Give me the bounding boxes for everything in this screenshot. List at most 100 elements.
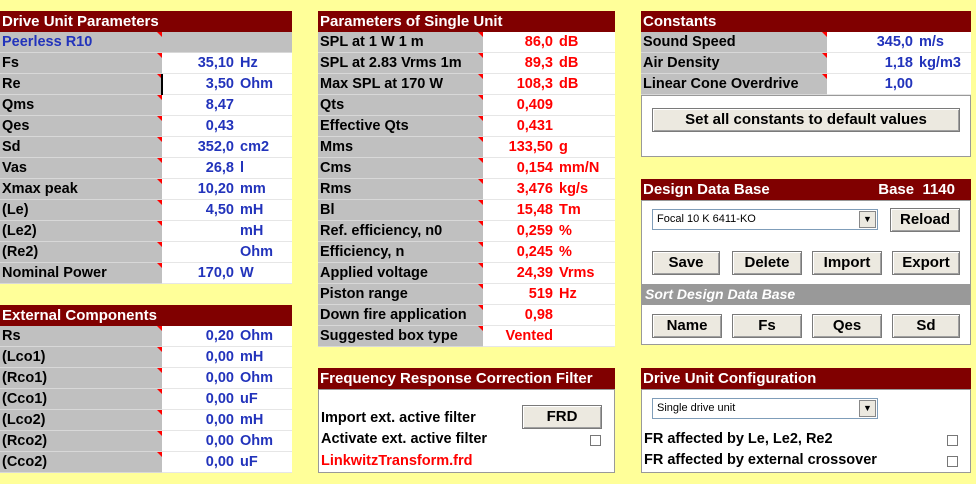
base-label: Base [878,181,915,198]
constant-value: 1,18 [884,55,913,71]
drive-param-row: Qes 0,43 [0,116,292,137]
single-param-value: 519 [528,286,553,302]
single-param-row: Qts 0,409 [318,95,615,116]
external-param-value: 0,00 [205,433,234,449]
configuration-select[interactable]: Single drive unit ▼ [652,398,878,419]
freq-filter-title: Frequency Response Correction Filter [320,370,593,387]
drive-param-label: Sd [0,137,162,158]
drive-param-value: 4,50 [205,202,234,218]
single-param-value-cell: 0,431 [483,116,615,137]
external-param-unit: mH [240,412,264,428]
drive-param-value [162,221,234,241]
single-param-label: Efficiency, n [318,242,483,263]
single-param-value-cell: 0,98 [483,305,615,326]
external-param-value-cell[interactable]: 0,20 Ohm [162,326,292,347]
drive-param-value-cell[interactable]: 3,50 Ohm [162,74,292,95]
sort-qes-button[interactable]: Qes [812,314,882,338]
external-components-panel: External Components Rs 0,20 Ohm (Lco1) 0,00 m… [0,305,292,473]
chevron-down-icon[interactable]: ▼ [859,211,876,228]
drive-param-value-cell[interactable]: Ohm [162,242,292,263]
single-param-value-cell: 108,3 dB [483,74,615,95]
external-param-row: (Rco2) 0,00 Ohm [0,431,292,452]
external-param-value-cell[interactable]: 0,00 Ohm [162,431,292,452]
save-button[interactable]: Save [652,251,720,275]
drive-param-label: (Le) [0,200,162,221]
drive-param-row: (Re2) Ohm [0,242,292,263]
single-param-unit: mm/N [559,160,600,176]
constant-value-cell[interactable]: 1,18 kg/m3 [827,53,971,74]
single-param-unit [553,326,559,346]
single-param-value-cell: 0,409 [483,95,615,116]
base-number: 1140 [922,181,955,198]
delete-button[interactable]: Delete [732,251,802,275]
fr-ext-checkbox[interactable] [947,456,958,467]
drive-param-unit: mH [240,223,264,239]
constant-value-cell[interactable]: 345,0 m/s [827,32,971,53]
drive-param-value-cell[interactable]: 170,0 W [162,263,292,284]
external-param-value-cell[interactable]: 0,00 mH [162,347,292,368]
drive-param-unit [234,116,240,136]
single-param-row: Suggested box type Vented [318,326,615,347]
external-param-value-cell[interactable]: 0,00 Ohm [162,368,292,389]
drive-param-row: Xmax peak 10,20 mm [0,179,292,200]
single-param-value: 133,50 [508,139,553,155]
single-param-unit [553,95,559,115]
drive-param-value-cell[interactable]: 0,43 [162,116,292,137]
sort-title: Sort Design Data Base [645,286,796,302]
sort-name-button[interactable]: Name [652,314,722,338]
chevron-down-icon[interactable]: ▼ [859,400,876,417]
constants-body: Set all constants to default values [641,95,971,157]
drive-param-value: 10,20 [197,181,234,197]
external-param-value-cell[interactable]: 0,00 mH [162,410,292,431]
drive-param-value-cell[interactable]: 352,0 cm2 [162,137,292,158]
external-param-value: 0,00 [205,391,234,407]
single-param-value: 3,476 [516,181,553,197]
drive-param-value: 170,0 [197,265,234,281]
sort-fs-button[interactable]: Fs [732,314,802,338]
drive-param-row: Qms 8,47 [0,95,292,116]
single-param-value-cell: 89,3 dB [483,53,615,74]
drive-param-value: 352,0 [197,139,234,155]
reload-button[interactable]: Reload [890,208,960,232]
constant-unit: m/s [919,34,944,50]
export-button[interactable]: Export [892,251,960,275]
single-param-value: 89,3 [524,55,553,71]
drive-param-value-cell[interactable]: 10,20 mm [162,179,292,200]
constant-value-cell[interactable]: 1,00 [827,74,971,95]
activate-filter-checkbox[interactable] [590,435,601,446]
external-param-label: (Rco2) [0,431,162,452]
external-param-value-cell[interactable]: 0,00 uF [162,452,292,473]
frd-button[interactable]: FRD [522,405,602,429]
single-param-row: Piston range 519 Hz [318,284,615,305]
database-select[interactable]: Focal 10 K 6411-KO ▼ [652,209,878,230]
external-param-unit: uF [240,391,258,407]
drive-param-value-cell[interactable]: 4,50 mH [162,200,292,221]
constants-title: Constants [643,13,717,30]
drive-param-value: 0,43 [205,118,234,134]
single-param-value-cell: 0,245% [483,242,615,263]
fr-le-checkbox[interactable] [947,435,958,446]
constant-label: Air Density [641,53,827,74]
drive-param-value-cell[interactable]: 26,8 l [162,158,292,179]
external-param-value-cell[interactable]: 0,00 uF [162,389,292,410]
constant-unit: kg/m3 [919,55,961,71]
external-param-row: (Lco2) 0,00 mH [0,410,292,431]
drive-param-value-cell[interactable]: mH [162,221,292,242]
single-param-label: SPL at 1 W 1 m [318,32,483,53]
database-panel: Design Data Base Base 1140 Focal 10 K 64… [641,179,971,345]
sort-sd-button[interactable]: Sd [892,314,960,338]
configuration-title: Drive Unit Configuration [643,370,817,387]
single-param-row: Applied voltage 24,39 Vrms [318,263,615,284]
driver-model-cell[interactable]: Peerless R10 [0,32,162,53]
database-base: Base 1140 [878,179,955,200]
set-defaults-button[interactable]: Set all constants to default values [652,108,960,132]
drive-param-unit: Ohm [240,244,274,260]
drive-param-value-cell[interactable]: 35,10 Hz [162,53,292,74]
import-button[interactable]: Import [812,251,882,275]
database-selected-text: Focal 10 K 6411-KO [657,213,756,225]
database-header: Design Data Base Base 1140 [641,179,971,200]
single-param-value: Vented [505,328,553,344]
single-param-value-cell: 133,50 g [483,137,615,158]
constant-row: Sound Speed 345,0 m/s [641,32,971,53]
drive-param-value-cell[interactable]: 8,47 [162,95,292,116]
